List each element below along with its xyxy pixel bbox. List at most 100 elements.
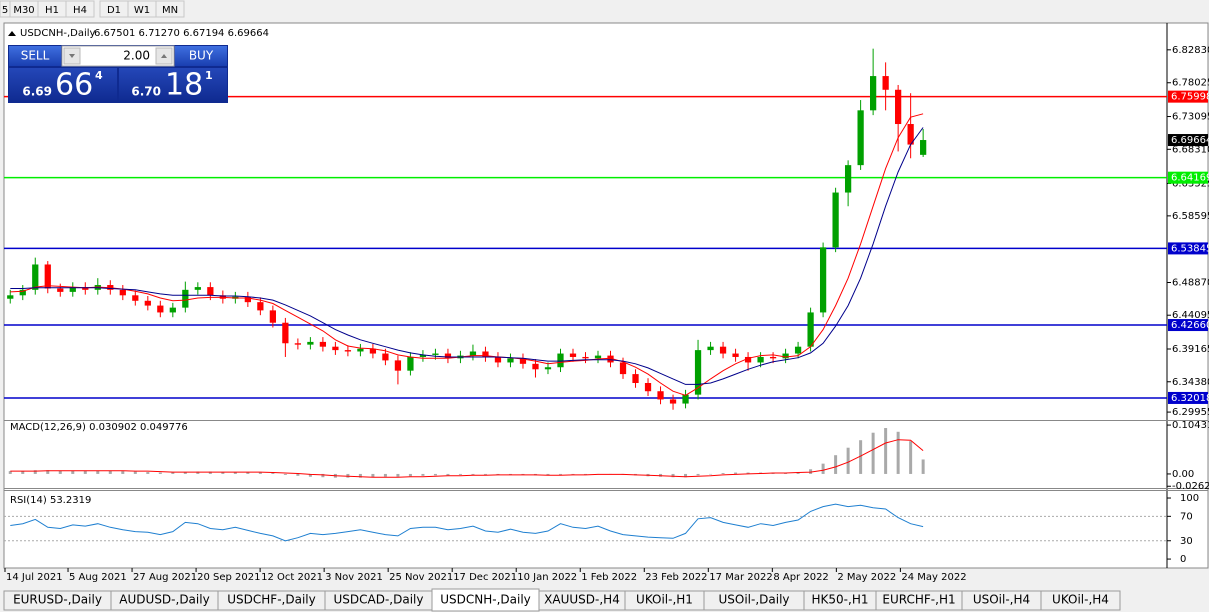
macd-bar [483, 473, 487, 475]
timeframe-label[interactable]: W1 [134, 5, 150, 16]
level-price-box [1168, 242, 1208, 255]
tab-label[interactable]: AUDUSD-,Daily [119, 593, 209, 607]
buy-label[interactable]: BUY [189, 49, 214, 63]
candle-body [244, 296, 251, 303]
buy-button[interactable] [175, 46, 227, 66]
macd-bar [709, 473, 713, 475]
x-tick-label: 17 Mar 2022 [709, 572, 772, 583]
chart-title: USDCNH-,Daily [20, 28, 96, 39]
tab-label[interactable]: XAUUSD-,H4 [544, 593, 620, 607]
macd-bar [796, 472, 800, 474]
x-tick-label: 2 May 2022 [837, 572, 896, 583]
macd-bar [83, 470, 87, 474]
candle-body [582, 356, 589, 359]
rsi-y-tick-label: 100 [1180, 493, 1199, 504]
macd-bar [909, 441, 913, 474]
macd-bar [458, 473, 462, 475]
macd-bar [171, 472, 175, 474]
macd-bar [884, 428, 888, 474]
tab-label[interactable]: UKOil-,H1 [636, 593, 693, 607]
candle-body [807, 312, 814, 347]
macd-bar [321, 473, 325, 478]
candle-body [532, 363, 539, 370]
macd-bar [71, 470, 75, 474]
macd-bar [896, 431, 900, 474]
candle-body [419, 354, 427, 357]
sell-label[interactable]: SELL [21, 49, 50, 63]
x-tick-label: 1 Feb 2022 [581, 572, 637, 583]
tab-label[interactable]: HK50-,H1 [812, 593, 869, 607]
last-price-box [1168, 134, 1208, 147]
candle-body [7, 295, 14, 299]
level-price-box [1168, 171, 1208, 184]
candle-body [507, 358, 514, 363]
candle-body [632, 374, 639, 384]
tab-label[interactable]: USDCHF-,Daily [227, 593, 315, 607]
candle-body [557, 353, 564, 368]
x-tick-label: 3 Nov 2021 [325, 572, 383, 583]
timeframe-label[interactable]: H1 [45, 5, 59, 16]
timeframe-label[interactable]: M30 [13, 5, 34, 16]
macd-bar [146, 472, 150, 474]
level-price-label: 6.42660 [1171, 320, 1209, 331]
rsi-line [10, 503, 924, 542]
buy-price-box[interactable] [119, 68, 227, 102]
macd-bar [446, 473, 450, 476]
macd-bar [258, 472, 262, 474]
lot-value[interactable]: 2.00 [123, 49, 150, 63]
candle-body [882, 76, 889, 90]
macd-bar [558, 473, 562, 475]
candle-body [669, 399, 677, 404]
macd-bar [859, 440, 863, 474]
tab-label[interactable]: USDCAD-,Daily [334, 593, 424, 607]
candle-body [132, 295, 139, 301]
timeframe-label[interactable]: MN [162, 5, 178, 16]
macd-y-tick-label: -0.026249 [1172, 481, 1209, 492]
candle-body [707, 346, 714, 351]
lot-input[interactable] [61, 45, 175, 67]
macd-bar [433, 473, 437, 476]
tab-label[interactable]: UKOil-,H4 [1052, 593, 1109, 607]
level-price-label: 6.64169 [1171, 173, 1209, 184]
x-tick-label: 27 Aug 2021 [133, 572, 197, 583]
macd-bar [271, 473, 275, 474]
candle-body [282, 322, 289, 344]
buy-price-sup: 1 [205, 69, 213, 82]
y-tick-label: 6.34380 [1172, 377, 1209, 388]
level-price-box [1168, 319, 1208, 332]
buy-price-prefix: 6.70 [131, 85, 161, 99]
tab-label[interactable]: EURCHF-,H1 [882, 593, 955, 607]
x-tick-label: 8 Apr 2022 [773, 572, 828, 583]
x-tick-label: 23 Feb 2022 [645, 572, 707, 583]
candle-body [44, 264, 51, 289]
macd-bar [133, 471, 137, 474]
y-tick-label: 6.82830 [1172, 45, 1209, 56]
timeframe-label[interactable]: D1 [107, 5, 121, 16]
level-price-label: 6.75998 [1171, 92, 1209, 103]
candle-body [844, 165, 852, 193]
collapse-icon[interactable] [8, 31, 16, 36]
tab[interactable] [1040, 590, 1121, 611]
tab-label[interactable]: USOil-,H4 [973, 593, 1030, 607]
sell-price-box[interactable] [9, 68, 117, 102]
macd-bar [684, 473, 688, 478]
candle-body [757, 356, 764, 363]
tab-label[interactable]: USDCNH-,Daily [440, 593, 531, 607]
sell-price-big: 66 [55, 68, 93, 103]
sell-button[interactable] [9, 46, 61, 66]
candle-body [357, 348, 364, 352]
timeframe-label[interactable]: 5 [2, 5, 8, 16]
candle-body [319, 341, 327, 347]
timeframe-button[interactable] [155, 0, 185, 18]
x-tick-label: 25 Nov 2021 [389, 572, 453, 583]
y-tick-label: 6.48870 [1172, 277, 1209, 288]
candle-body [332, 346, 339, 351]
tab-label[interactable]: EURUSD-,Daily [13, 593, 102, 607]
tab-label[interactable]: USOil-,Daily [718, 593, 789, 607]
rsi-y-tick-label: 0 [1180, 554, 1186, 565]
macd-bar [821, 463, 825, 474]
moving-average [10, 113, 924, 396]
y-tick-label: 6.73095 [1172, 112, 1209, 123]
timeframe-button[interactable] [65, 0, 95, 18]
timeframe-label[interactable]: H4 [73, 5, 87, 16]
